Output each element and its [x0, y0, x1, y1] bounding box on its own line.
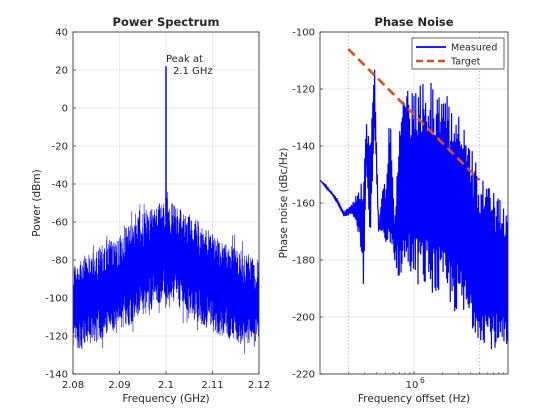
x-tick-label: 2.09: [108, 380, 130, 391]
phase-noise-title: Phase Noise: [374, 15, 453, 29]
phase-noise-target-series: [347, 48, 481, 182]
x-tick-label: 10: [406, 380, 419, 391]
y-tick-label: -120: [292, 85, 315, 96]
legend-label-measured: Measured: [451, 43, 497, 54]
y-tick-label: 0: [62, 104, 68, 115]
y-tick-label: -40: [52, 180, 68, 191]
legend-label-target: Target: [450, 57, 481, 68]
phase-noise-ylabel: Phase noise (dBc/Hz): [278, 148, 290, 259]
y-tick-label: -140: [292, 142, 315, 153]
phase-noise-axes: -100 -120 -140 -160 -180 -200 -220 10 6 Phase No…: [278, 15, 509, 405]
peak-annotation-line2: 2.1 GHz: [173, 66, 213, 77]
x-tick-label: 2.08: [62, 380, 84, 391]
power-spectrum-title: Power Spectrum: [113, 15, 220, 29]
y-tick-label: 40: [55, 28, 68, 39]
phase-noise-xlabel: Frequency offset (Hz): [358, 393, 470, 405]
peak-annotation-line1: Peak at: [166, 54, 203, 65]
y-tick-label: -100: [292, 28, 315, 39]
phase-noise-measured-series: [320, 69, 508, 350]
y-tick-label: -100: [45, 294, 68, 305]
power-spectrum-xlabel: Frequency (GHz): [122, 393, 209, 405]
y-tick-label: -60: [52, 218, 68, 229]
x-tick-label: 2.1: [158, 380, 174, 391]
y-tick-label: -200: [292, 313, 315, 324]
power-spectrum-noise-floor: [73, 190, 259, 354]
y-tick-label: -140: [45, 370, 68, 381]
y-tick-label: -20: [52, 142, 68, 153]
y-tick-label: -180: [292, 256, 315, 267]
y-tick-label: 20: [55, 66, 68, 77]
y-tick-label: -80: [52, 256, 68, 267]
phase-noise-ticks: -100 -120 -140 -160 -180 -200 -220 10 6: [292, 28, 504, 391]
power-spectrum-ticks: 2.08 2.09 2.1 2.11 2.12 40 20 0 -20 -40 -60 -80 -100…: [45, 28, 270, 392]
power-spectrum-ylabel: Power (dBm): [31, 169, 43, 236]
x-tick-label: 2.12: [248, 380, 270, 391]
x-tick-exponent: 6: [420, 376, 425, 385]
y-tick-label: -220: [292, 370, 315, 381]
x-tick-label: 2.11: [201, 380, 223, 391]
y-tick-label: -120: [45, 332, 68, 343]
legend-box: [411, 37, 505, 70]
power-spectrum-axes: 2.08 2.09 2.1 2.11 2.12 40 20 0 -20 -40 -60 -80 -100…: [31, 15, 270, 405]
phase-noise-legend: Measured Target: [411, 37, 505, 70]
y-tick-label: -160: [292, 199, 315, 210]
